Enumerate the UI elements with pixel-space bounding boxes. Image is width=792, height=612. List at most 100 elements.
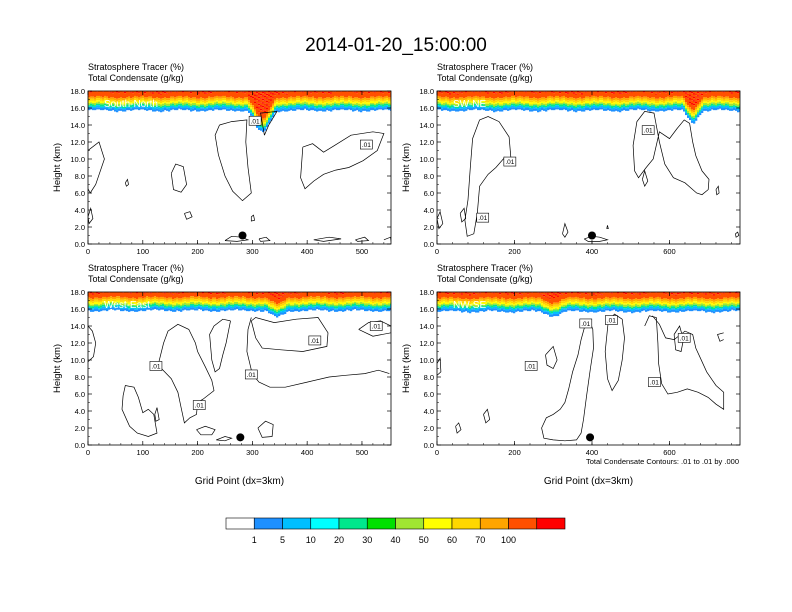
tracer-cell — [647, 103, 650, 106]
tracer-cell — [242, 109, 245, 112]
tracer-cell — [561, 98, 564, 101]
tracer-cell — [603, 103, 606, 106]
tracer-cell — [112, 301, 115, 303]
tracer-cell — [246, 298, 249, 301]
tracer-cell — [98, 304, 101, 307]
tracer-cell — [551, 98, 554, 101]
tracer-cell — [136, 104, 139, 106]
tracer-cell — [386, 307, 389, 309]
tracer-cell — [473, 98, 476, 101]
tracer-cell — [202, 91, 205, 93]
tracer-cell — [260, 309, 263, 312]
tracer-cell — [449, 308, 452, 311]
tracer-cell — [130, 107, 133, 109]
tracer-cell — [204, 92, 207, 94]
tracer-cell — [204, 301, 207, 304]
panel-label: SW-NE — [453, 99, 486, 110]
tracer-cell — [499, 308, 502, 310]
tracer-cell — [344, 304, 347, 306]
tracer-cell — [457, 301, 460, 304]
tracer-cell — [597, 91, 600, 93]
x-tick-label: 200 — [191, 448, 204, 457]
tracer-cell — [585, 108, 588, 111]
tracer-cell — [607, 100, 610, 104]
tracer-cell — [386, 107, 389, 110]
tracer-cell — [507, 292, 510, 294]
tracer-cell — [467, 100, 470, 103]
panel-header-tracer: Stratosphere Tracer (%) — [88, 263, 184, 273]
tracer-cell — [182, 103, 185, 106]
tracer-cell — [334, 308, 337, 310]
tracer-cell — [479, 293, 482, 298]
tracer-cell — [621, 107, 624, 109]
tracer-cell — [573, 109, 576, 112]
tracer-cell — [499, 107, 502, 110]
tracer-cell — [224, 91, 227, 96]
tracer-cell — [649, 91, 652, 99]
tracer-cell — [162, 299, 165, 302]
tracer-cell — [224, 298, 227, 301]
panel-header-condensate: Total Condensate (g/kg) — [88, 274, 184, 284]
tracer-cell — [248, 293, 251, 299]
tracer-cell — [252, 105, 255, 108]
tracer-cell — [104, 100, 107, 103]
tracer-cell — [316, 105, 319, 108]
tracer-cell — [489, 301, 492, 304]
tracer-cell — [717, 103, 720, 106]
tracer-cell — [286, 309, 289, 312]
tracer-cell — [190, 296, 193, 299]
tracer-cell — [120, 309, 123, 312]
tracer-cell — [310, 91, 313, 93]
tracer-cell — [711, 100, 714, 103]
tracer-cell — [344, 305, 347, 308]
tracer-cell — [449, 103, 452, 105]
tracer-cell — [527, 298, 530, 301]
tracer-cell — [326, 103, 329, 106]
tracer-cell — [214, 306, 217, 309]
tracer-cell — [270, 310, 273, 312]
tracer-cell — [264, 292, 267, 298]
tracer-cell — [272, 111, 275, 113]
tracer-cell — [166, 298, 169, 301]
tracer-cell — [453, 106, 456, 109]
tracer-cell — [156, 306, 159, 308]
tracer-cell — [290, 306, 293, 308]
tracer-cell — [270, 100, 273, 108]
tracer-cell — [236, 93, 239, 99]
tracer-cell — [378, 100, 381, 102]
tracer-cell — [344, 301, 347, 305]
tracer-cell — [118, 92, 121, 94]
tracer-cell — [206, 303, 209, 305]
tracer-cell — [577, 100, 580, 103]
tracer-cell — [188, 303, 191, 306]
tracer-cell — [489, 308, 492, 311]
tracer-cell — [184, 302, 187, 305]
tracer-cell — [264, 306, 267, 309]
tracer-cell — [208, 298, 211, 301]
tracer-cell — [262, 110, 265, 111]
tracer-cell — [521, 104, 524, 106]
tracer-cell — [106, 108, 109, 111]
tracer-cell — [234, 98, 237, 101]
tracer-cell — [372, 309, 375, 312]
tracer-cell — [188, 101, 191, 104]
tracer-cell — [360, 104, 363, 107]
tracer-cell — [467, 91, 470, 97]
tracer-cell — [477, 108, 480, 111]
tracer-cell — [282, 305, 285, 308]
tracer-cell — [655, 91, 658, 94]
tracer-cell — [266, 114, 269, 117]
tracer-cell — [473, 304, 476, 307]
contour-label: .01 — [476, 212, 490, 223]
tracer-cell — [587, 104, 590, 107]
tracer-cell — [378, 105, 381, 108]
contour-label-box — [192, 400, 206, 410]
tracer-cell — [366, 105, 369, 108]
tracer-cell — [270, 99, 273, 101]
tracer-cell — [388, 292, 391, 294]
tracer-cell — [158, 306, 161, 309]
tracer-cell — [354, 298, 357, 301]
tracer-cell — [358, 102, 361, 104]
tracer-cell — [282, 309, 285, 311]
tracer-cell — [362, 306, 365, 308]
